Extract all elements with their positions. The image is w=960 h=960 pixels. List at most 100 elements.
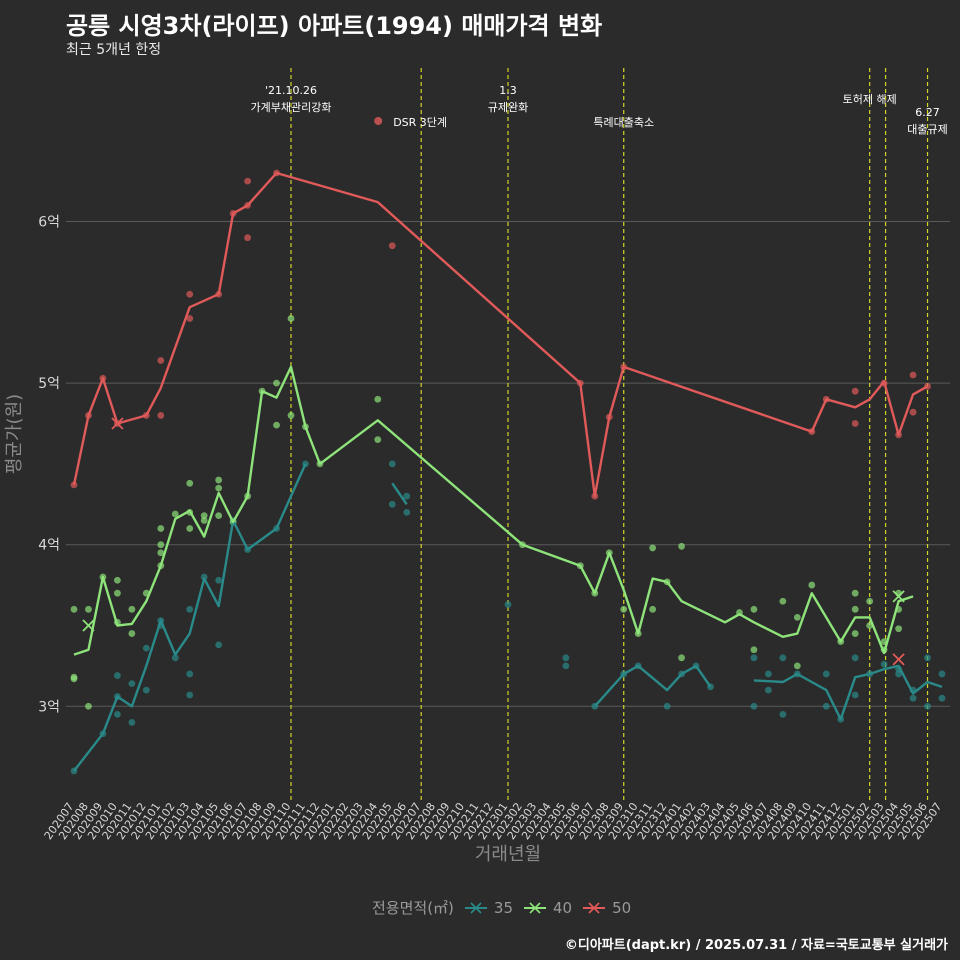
- data-point-40: [793, 662, 801, 670]
- data-point-40: [200, 512, 208, 520]
- data-point-35: [388, 500, 396, 508]
- data-point-35: [750, 654, 758, 662]
- data-point-40: [171, 510, 179, 518]
- data-point-50: [157, 357, 165, 364]
- data-point-40: [70, 605, 78, 613]
- data-point-40: [215, 512, 223, 520]
- series-line-35: [753, 664, 943, 721]
- data-point-35: [403, 508, 411, 516]
- data-point-40: [215, 484, 223, 492]
- mean-marker-50: [111, 417, 124, 430]
- data-point-35: [128, 719, 136, 726]
- data-point-35: [128, 680, 136, 688]
- data-point-50: [851, 387, 859, 395]
- data-point-35: [403, 492, 411, 500]
- data-point-35: [186, 670, 194, 678]
- data-point-35: [895, 670, 902, 678]
- data-point-40: [128, 605, 136, 613]
- data-point-40: [287, 315, 295, 322]
- data-point-40: [808, 581, 816, 589]
- data-point-40: [157, 549, 165, 557]
- data-point-40: [287, 412, 295, 419]
- data-point-40: [851, 589, 859, 597]
- data-point-35: [851, 654, 859, 662]
- data-point-35: [114, 672, 121, 679]
- data-point-35: [142, 686, 150, 694]
- data-point-50: [851, 420, 859, 427]
- legend-swatch-35: [464, 901, 487, 914]
- y-tick-label: 3억: [38, 699, 60, 715]
- data-point-40: [215, 476, 223, 484]
- series-line-50: [72, 171, 929, 498]
- series-line-35: [391, 482, 408, 505]
- data-point-40: [649, 605, 657, 613]
- data-point-35: [663, 702, 671, 710]
- series-line-35: [593, 664, 712, 708]
- dsr-dot: [374, 117, 383, 125]
- data-point-40: [866, 597, 874, 605]
- data-point-40: [200, 517, 208, 524]
- data-point-40: [114, 589, 121, 597]
- event-label: 6.27: [915, 106, 940, 119]
- data-point-40: [273, 421, 280, 429]
- event-label: 대출규제: [907, 123, 947, 136]
- data-point-50: [909, 371, 917, 379]
- data-point-35: [765, 686, 772, 694]
- data-point-40: [678, 542, 685, 550]
- legend-label-40: 40: [553, 898, 573, 917]
- data-point-50: [157, 412, 165, 419]
- legend-item-50: 50: [582, 899, 631, 917]
- mean-marker-40: [892, 590, 905, 603]
- data-point-40: [649, 544, 657, 552]
- data-point-35: [114, 710, 121, 718]
- data-point-35: [938, 670, 946, 678]
- data-point-40: [374, 436, 382, 444]
- data-point-35: [822, 702, 830, 710]
- data-point-35: [779, 710, 787, 718]
- event-label: 특례대출축소: [593, 116, 654, 129]
- data-point-50: [909, 408, 917, 416]
- data-point-40: [273, 379, 280, 387]
- data-point-35: [909, 694, 917, 702]
- data-point-40: [793, 614, 801, 621]
- data-point-35: [215, 641, 223, 649]
- data-point-40: [70, 675, 78, 683]
- data-point-35: [880, 660, 888, 668]
- data-point-40: [678, 654, 685, 662]
- data-point-50: [244, 177, 252, 185]
- mean-marker-40: [82, 619, 95, 632]
- x-axis-label: 거래년월: [475, 844, 541, 865]
- data-point-40: [157, 541, 165, 549]
- y-tick-label: 4억: [38, 538, 60, 554]
- data-point-35: [562, 654, 570, 662]
- data-point-35: [765, 670, 772, 678]
- data-point-40: [851, 630, 859, 637]
- legend-item-40: 40: [523, 899, 572, 917]
- legend-swatch-50: [583, 901, 606, 914]
- event-label: 1.3: [499, 84, 517, 97]
- data-point-50: [244, 234, 252, 242]
- data-point-35: [504, 601, 512, 608]
- data-point-40: [85, 702, 92, 710]
- data-point-50: [186, 290, 194, 298]
- legend-title: 전용면적(㎡): [372, 899, 454, 917]
- data-point-35: [938, 694, 946, 702]
- data-point-40: [750, 646, 758, 654]
- y-axis-label: 평균가(원): [4, 394, 25, 474]
- y-tick-label: 6억: [38, 215, 60, 231]
- data-point-35: [779, 654, 787, 662]
- data-point-40: [895, 625, 902, 633]
- event-label: 규제완화: [488, 101, 528, 114]
- event-label: 가계부채관리강화: [251, 101, 332, 114]
- legend-item-35: 35: [464, 899, 513, 917]
- data-point-50: [388, 242, 396, 250]
- data-point-40: [779, 597, 787, 605]
- chart-title: 공릉 시영3차(라이프) 아파트(1994) 매매가격 변화: [66, 12, 603, 40]
- data-point-40: [128, 630, 136, 637]
- series-line-40: [73, 365, 914, 656]
- data-point-35: [186, 691, 194, 699]
- data-point-40: [114, 576, 121, 584]
- data-point-35: [186, 605, 194, 613]
- data-point-40: [851, 605, 859, 613]
- chart-subtitle: 최근 5개년 한정: [66, 42, 162, 58]
